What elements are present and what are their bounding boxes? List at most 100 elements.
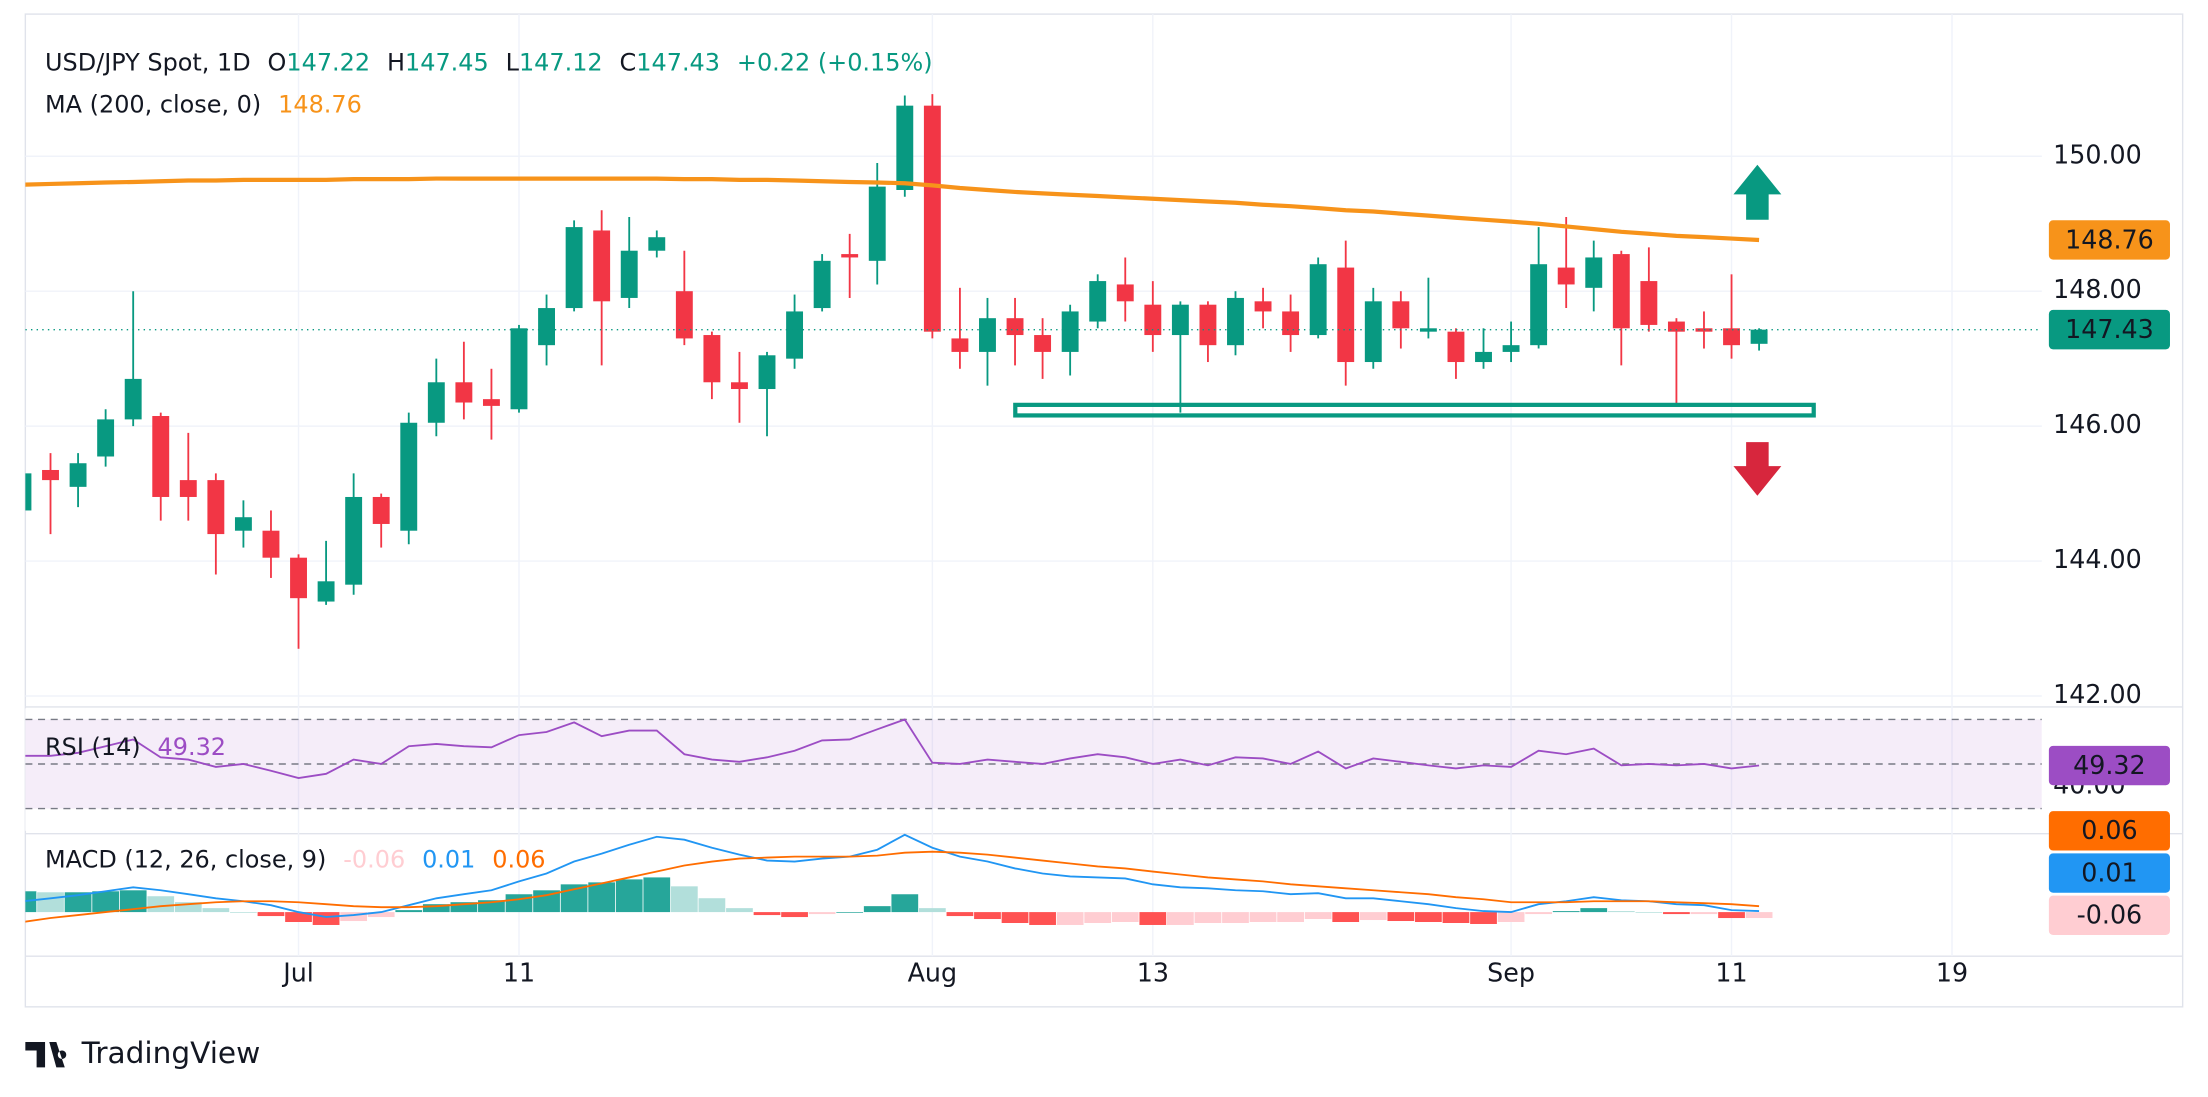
candle-body [1612, 254, 1630, 329]
y-tick-label: 148.00 [2053, 274, 2142, 304]
labels: 142.00 144.00 146.00 148.00 150.00 Jul 11 Aug 13… [45, 48, 2170, 987]
legend-rsi: RSI (14) 49.32 [45, 733, 226, 761]
macd-histogram-bar [808, 912, 836, 915]
candle-body [1667, 321, 1685, 332]
candle-body [345, 496, 363, 585]
signal-line [25, 850, 1760, 923]
candle-body [97, 419, 115, 457]
macd-histogram-bar [25, 891, 37, 913]
macd-histogram-bar [1470, 912, 1497, 924]
down-arrow [1733, 442, 1782, 496]
candle-body [841, 254, 859, 258]
candle-body [372, 496, 390, 524]
macd-histogram-bar [230, 912, 257, 913]
rsi-value-label-box [2048, 745, 2170, 786]
macd-histogram-bar [119, 890, 147, 913]
macd-histogram-bar [1442, 912, 1470, 923]
change-label: +0.22 (+0.15%) [737, 48, 933, 76]
macd-histogram-bar [1194, 912, 1222, 923]
macd-histogram-bar [505, 894, 533, 913]
macd-histogram-bar [1249, 912, 1277, 923]
macd-histogram-bar [1359, 912, 1387, 921]
candle-body [290, 557, 307, 599]
candle-body [1144, 304, 1162, 336]
macd-histogram-bar [836, 912, 864, 913]
macd-histogram-bar [1415, 912, 1442, 923]
logo-icon [25, 1042, 67, 1068]
last-price-label: 147.43 [2065, 314, 2154, 344]
signal-value-label: 0.06 [2081, 815, 2137, 845]
legend-ohlc: USD/JPY Spot, 1D O147.22 H147.45 L147.12 C14… [45, 48, 932, 76]
macd-histogram-bar [1663, 912, 1690, 915]
candle-body [317, 581, 335, 602]
support-zone [1013, 402, 1816, 418]
candle-body [234, 517, 252, 531]
candle-body [1557, 267, 1575, 285]
ma-price-label-box [2048, 220, 2170, 260]
macd-histogram-bar [946, 912, 974, 917]
candle-body [1089, 281, 1107, 322]
brand-name: TradingView [81, 1036, 261, 1070]
rsi-value: 49.32 [158, 733, 226, 761]
candle-body [1475, 351, 1492, 363]
candle-body [207, 480, 225, 535]
ma-line [25, 176, 1760, 243]
macd-name: MACD (12, 26, close, 9) [45, 845, 326, 873]
macd-histogram-bar [1332, 912, 1360, 923]
macd-histogram-bar [974, 912, 1001, 920]
macd-histogram-bar [1222, 912, 1249, 923]
candle-body [923, 105, 941, 332]
macd-value-label: 0.01 [2081, 857, 2137, 887]
macd-histogram-bar [312, 912, 340, 925]
macd-histogram-bar [285, 912, 312, 923]
macd-histogram-bar [422, 904, 450, 913]
macd-histogram-bar [478, 900, 505, 913]
macd-histogram-bar [753, 912, 781, 916]
macd-histogram-bar [1552, 911, 1580, 913]
macd-histogram-bar [257, 912, 285, 917]
macd-histogram-bar [450, 902, 478, 913]
candle-body [1282, 311, 1300, 336]
macd-histogram-bar [1635, 912, 1663, 913]
candle-body [25, 473, 32, 511]
macd-histogram-bar [1056, 912, 1084, 925]
macd-histogram-bar [147, 896, 175, 913]
ohlc-key: H [387, 48, 405, 76]
macd-histogram-bar [1084, 912, 1112, 923]
candle-body [1116, 284, 1134, 302]
y-tick-label: 144.00 [2053, 544, 2142, 574]
ohlc-value: 147.22 [286, 48, 370, 76]
candle-body [896, 105, 914, 190]
candle-body [69, 463, 87, 487]
candle-body [1227, 297, 1244, 346]
macd-histogram-bar [395, 910, 423, 913]
candle-body [1530, 264, 1548, 346]
ohlc-key: O [268, 48, 287, 76]
macd-histogram-bar [781, 912, 808, 918]
macd-histogram-bar [1580, 908, 1608, 913]
macd-histogram-bar [1497, 912, 1525, 923]
candle-body [731, 382, 748, 390]
ma-price-label: 148.76 [2065, 224, 2154, 254]
logo: TradingView [25, 1036, 260, 1070]
candle-body [152, 416, 170, 497]
macd-histogram-bar [1745, 912, 1773, 919]
rsi-pane [25, 708, 2042, 831]
macd-histogram-bar [615, 879, 643, 913]
rsi-name: RSI (14) [45, 733, 141, 761]
macd-histogram-bar [174, 902, 202, 913]
candle-body [1006, 318, 1024, 336]
macd-histogram-bar [1525, 912, 1553, 915]
plot-area [25, 94, 2042, 925]
candle-body [262, 530, 280, 558]
histogram-value-label-box [2048, 895, 2170, 936]
candle-body [620, 250, 638, 298]
candle-body [1502, 345, 1520, 352]
legend-macd: MACD (12, 26, close, 9) -0.06 0.01 0.06 [45, 845, 545, 873]
candle-body [1447, 331, 1465, 363]
candle-body [1337, 267, 1355, 363]
macd-histogram-bar [1167, 912, 1194, 925]
x-tick-label: Jul [281, 957, 314, 987]
